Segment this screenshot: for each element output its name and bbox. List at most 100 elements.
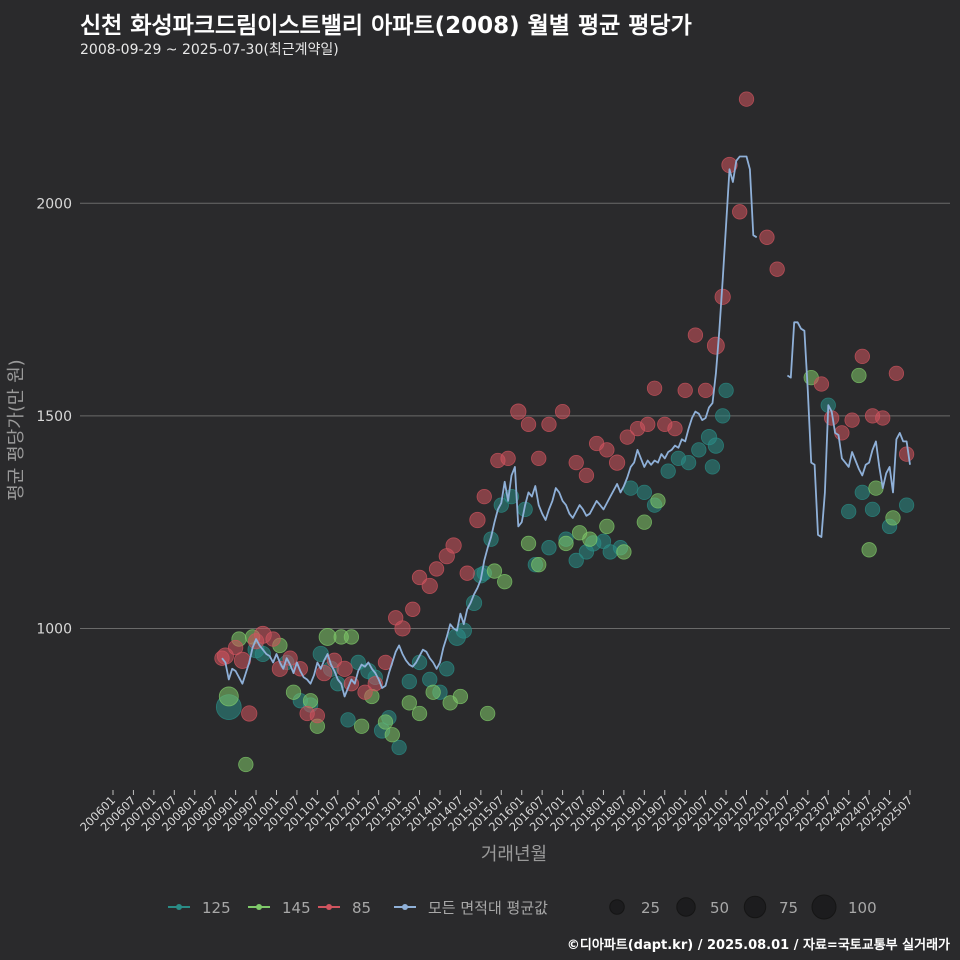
point-a85 [834,425,850,441]
point-a145 [851,367,867,384]
point-a145 [861,542,877,558]
point-a85 [336,660,353,677]
point-a145 [353,718,370,734]
point-a145 [636,514,652,530]
point-a125 [636,484,652,501]
point-a125 [691,442,707,458]
point-a145 [401,695,417,711]
point-a145 [343,629,360,645]
legend-size-dot [609,899,625,915]
scatter-points [214,91,915,773]
point-a125 [568,552,584,569]
point-a85 [898,446,915,462]
point-a85 [411,569,428,586]
point-a85 [769,261,785,277]
point-a85 [706,336,725,355]
point-a125 [401,673,417,690]
point-a85 [469,511,486,529]
legend-label-a145: 145 [282,899,311,917]
point-a145 [285,684,302,700]
point-a125 [715,408,731,424]
legend: 125 145 85 모든 면적대 평균값 25 50 75 100 [168,894,877,920]
average-line [221,155,758,698]
point-a85 [578,467,595,484]
point-a85 [732,204,748,220]
point-a125 [340,712,356,728]
point-a125 [541,540,557,556]
legend-point-avg [402,904,408,910]
point-a125 [864,501,881,518]
legend-label-a85: 85 [352,899,371,917]
point-a145 [582,531,598,547]
point-a125 [841,503,857,520]
point-a85 [316,664,333,682]
point-a85 [875,410,891,426]
point-a145 [531,557,547,573]
point-a85 [568,454,584,471]
point-a85 [640,416,656,433]
point-a85 [476,488,492,505]
point-a125 [660,463,676,479]
y-axis: 1000 1500 2000 [36,196,72,637]
x-axis-label: 거래년월 [481,844,547,865]
point-a125 [854,484,870,501]
point-a85 [687,327,704,343]
point-a145 [218,686,239,707]
point-a145 [520,535,537,552]
point-a85 [500,450,516,467]
legend-point-a145 [256,904,262,910]
point-a85 [759,229,775,245]
point-a85 [599,442,615,458]
point-a85 [309,707,326,724]
point-a85 [844,412,860,428]
point-a125 [718,382,734,399]
point-a85 [646,380,663,396]
point-a85 [854,348,870,364]
point-a145 [425,684,441,700]
point-a85 [888,365,905,382]
legend-label-a125: 125 [202,899,231,917]
y-tick-label: 1500 [36,409,72,425]
point-a145 [868,480,884,496]
point-a125 [707,437,724,454]
point-a85 [619,429,635,445]
point-a85 [421,577,438,595]
y-tick-label: 1000 [36,621,72,637]
point-a125 [680,454,697,471]
legend-size-dot [676,897,696,917]
point-a85 [738,91,755,107]
point-a145 [411,705,428,722]
point-a145 [377,714,394,730]
point-a85 [531,450,547,467]
average-line [786,321,911,538]
point-a145 [616,544,632,560]
point-a85 [541,416,557,433]
legend-size-dot [743,895,767,919]
point-a85 [405,601,421,617]
point-a125 [704,459,721,475]
point-a85 [520,416,537,433]
point-a85 [428,561,445,577]
point-a85 [357,684,373,700]
point-a85 [608,454,626,471]
point-a125 [422,671,438,688]
point-a145 [885,510,901,526]
point-a85 [554,403,571,420]
point-a85 [510,403,527,420]
point-a85 [445,537,462,554]
point-a145 [302,693,319,709]
point-a85 [227,639,244,656]
point-a145 [452,688,469,705]
credit-text: ©디아파트(dapt.kr) / 2025.08.01 / 자료=국토교통부 실… [566,938,950,953]
y-axis-label: 평균 평당가(만 원) [6,359,27,500]
point-a85 [394,620,411,637]
legend-size-label: 25 [641,899,660,917]
legend-label-avg: 모든 면적대 평균값 [428,899,548,917]
point-a145 [599,518,615,535]
chart-subtitle: 2008-09-29 ~ 2025-07-30(최근계약일) [80,42,339,58]
point-a125 [898,497,915,513]
legend-size-label: 100 [848,899,877,917]
point-a125 [312,645,329,663]
y-tick-label: 2000 [36,196,72,212]
